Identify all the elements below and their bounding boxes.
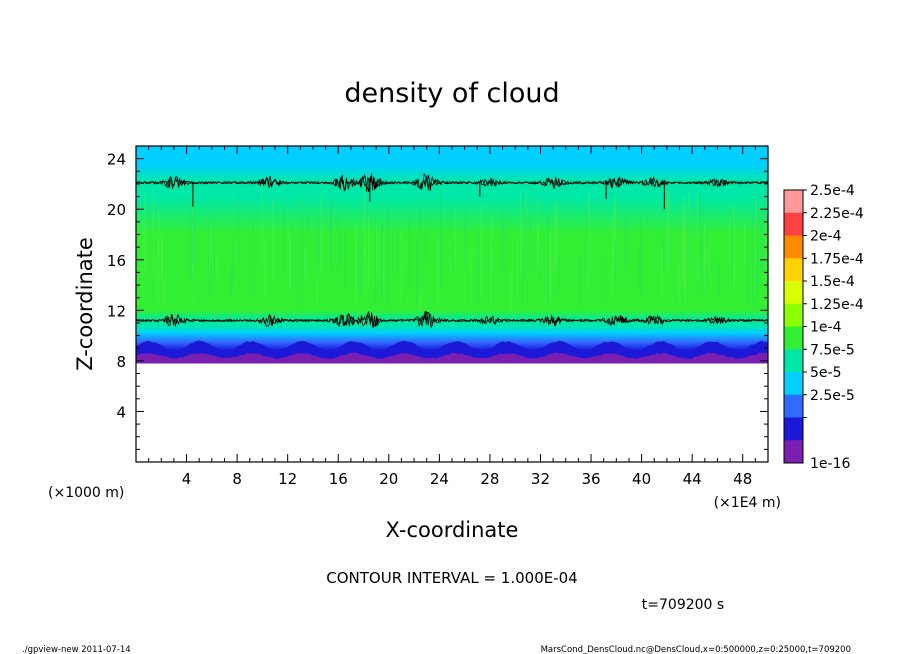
- x-tick-label: 12: [278, 470, 297, 488]
- y-tick-label: 12: [107, 302, 126, 320]
- x-tick-label: 44: [683, 470, 702, 488]
- colorbar-label: 1.25e-4: [810, 297, 864, 313]
- contour-line-upper: [136, 172, 768, 192]
- x-tick-label: 36: [581, 470, 600, 488]
- colorbar-swatch: [784, 372, 803, 396]
- colorbar-label: 2e-4: [810, 229, 842, 245]
- x-tick-label: 48: [733, 470, 752, 488]
- colorbar-swatch: [784, 190, 803, 214]
- colorbar-swatch: [784, 235, 803, 259]
- x-tick-label: 8: [232, 470, 242, 488]
- colorbar-label: 5e-5: [810, 365, 841, 381]
- colorbar-swatch: [784, 440, 803, 464]
- contour-line-lower: [136, 311, 768, 329]
- colorbar-swatch: [784, 303, 803, 327]
- colorbar-swatch: [784, 394, 803, 418]
- colorbar-label: 1e-4: [810, 320, 842, 336]
- x-axis-unit: (×1E4 m): [714, 495, 781, 511]
- x-tick-label: 20: [379, 470, 398, 488]
- y-axis-unit: (×1000 m): [48, 485, 124, 501]
- chart-title: density of cloud: [344, 78, 559, 109]
- x-axis-label: X-coordinate: [386, 518, 519, 542]
- contour-line-upper: [136, 173, 768, 192]
- colorbar-swatch: [784, 258, 803, 282]
- colorbar-label: 7.5e-5: [810, 342, 855, 358]
- contour-lines: [136, 172, 768, 329]
- colorbar-label: 1.5e-4: [810, 274, 855, 290]
- x-axis-ticks: 4 8 12 16 20 24 28 32 36 40 44 48: [148, 146, 756, 488]
- y-tick-label: 16: [107, 252, 126, 270]
- x-tick-label: 40: [632, 470, 651, 488]
- x-tick-label: 32: [531, 470, 550, 488]
- y-tick-label: 8: [116, 353, 126, 371]
- y-tick-label: 24: [107, 151, 126, 169]
- footer-right: MarsCond_DensCloud.nc@DensCloud,x=0:5000…: [541, 645, 851, 654]
- density-field: [136, 146, 768, 364]
- purple-base-band: [136, 352, 768, 364]
- colorbar-label: 2.5e-5: [810, 388, 855, 404]
- colorbar-swatch: [784, 281, 803, 305]
- colorbar-swatch: [784, 417, 803, 441]
- x-tick-label: 28: [480, 470, 499, 488]
- colorbar-label: 2.5e-4: [810, 183, 855, 199]
- y-axis-ticks: 4 8 12 16 20 24: [107, 151, 768, 450]
- y-axis-label: Z-coordinate: [73, 237, 97, 371]
- colorbar-swatch: [784, 349, 803, 373]
- x-tick-label: 24: [430, 470, 449, 488]
- y-tick-label: 4: [116, 403, 126, 421]
- x-tick-label: 16: [329, 470, 348, 488]
- y-tick-label: 20: [107, 201, 126, 219]
- colorbar-swatches: [784, 190, 803, 464]
- colorbar-swatch: [784, 326, 803, 350]
- footer-left: ./gpview-new 2011-07-14: [22, 645, 131, 654]
- colorbar-label: 1.75e-4: [810, 251, 864, 267]
- colorbar-label: 1e-16: [810, 456, 850, 472]
- x-tick-label: 4: [182, 470, 192, 488]
- colorbar-label: 2.25e-4: [810, 206, 864, 222]
- time-label: t=709200 s: [642, 597, 724, 613]
- colorbar: 2.5e-4 2.25e-4 2e-4 1.75e-4 1.5e-4 1.25e-4 1e-…: [783, 183, 864, 472]
- colorbar-labels: 2.5e-4 2.25e-4 2e-4 1.75e-4 1.5e-4 1.25e-4 1e-…: [803, 183, 864, 472]
- contour-interval-label: CONTOUR INTERVAL = 1.000E-04: [326, 569, 577, 587]
- colorbar-swatch: [784, 212, 803, 236]
